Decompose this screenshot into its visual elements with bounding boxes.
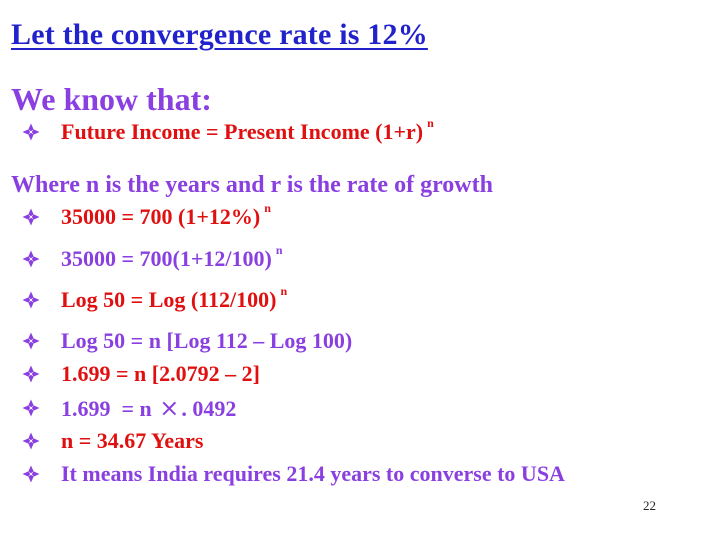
bullet-step-7: n = 34.67 Years (22, 425, 204, 457)
formula-text: Future Income = Present Income (1+r) n (61, 115, 434, 144)
step-3-exponent: n (280, 283, 288, 298)
diamond-bullet-icon (22, 208, 40, 226)
times-symbol: × (159, 394, 180, 422)
slide-subtitle: We know that: (11, 81, 212, 117)
where-note: Where n is the years and r is the rate o… (11, 172, 493, 198)
bullet-step-6: 1.699 = n ×. 0492 (22, 392, 236, 424)
diamond-bullet-icon (22, 365, 40, 383)
formula-exponent: n (427, 115, 434, 130)
diamond-bullet-icon (22, 465, 40, 483)
step-5-text: 1.699 = n [2.0792 – 2] (61, 361, 260, 386)
diamond-bullet-icon (22, 291, 40, 309)
step-7-text: n = 34.67 Years (61, 428, 204, 453)
step-4-text: Log 50 = n [Log 112 – Log 100) (61, 328, 353, 353)
bullet-step-5: 1.699 = n [2.0792 – 2] (22, 358, 260, 390)
bullet-step-8: It means India requires 21.4 years to co… (22, 458, 565, 490)
page-number: 22 (643, 498, 656, 513)
bullet-step-2: 35000 = 700(1+12/100) n (22, 243, 283, 275)
slide-title: Let the convergence rate is 12% (11, 18, 428, 51)
bullet-step-1: 35000 = 700 (1+12%) n (22, 201, 271, 233)
step-1-exponent: n (264, 200, 271, 215)
diamond-bullet-icon (22, 123, 40, 141)
step-2-exponent: n (275, 242, 283, 257)
bullet-formula: Future Income = Present Income (1+r) n (22, 116, 434, 148)
step-2-text: 35000 = 700(1+12/100) n (61, 242, 283, 271)
step-1-text: 35000 = 700 (1+12%) n (61, 200, 271, 229)
step-3-text: Log 50 = Log (112/100) n (61, 283, 288, 312)
bullet-step-3: Log 50 = Log (112/100) n (22, 284, 287, 316)
diamond-bullet-icon (22, 432, 40, 450)
step-8-text: It means India requires 21.4 years to co… (61, 461, 565, 486)
diamond-bullet-icon (22, 250, 40, 268)
bullet-step-4: Log 50 = n [Log 112 – Log 100) (22, 325, 352, 357)
step-6-text: 1.699 = n ×. 0492 (61, 394, 237, 422)
diamond-bullet-icon (22, 399, 40, 417)
diamond-bullet-icon (22, 332, 40, 350)
